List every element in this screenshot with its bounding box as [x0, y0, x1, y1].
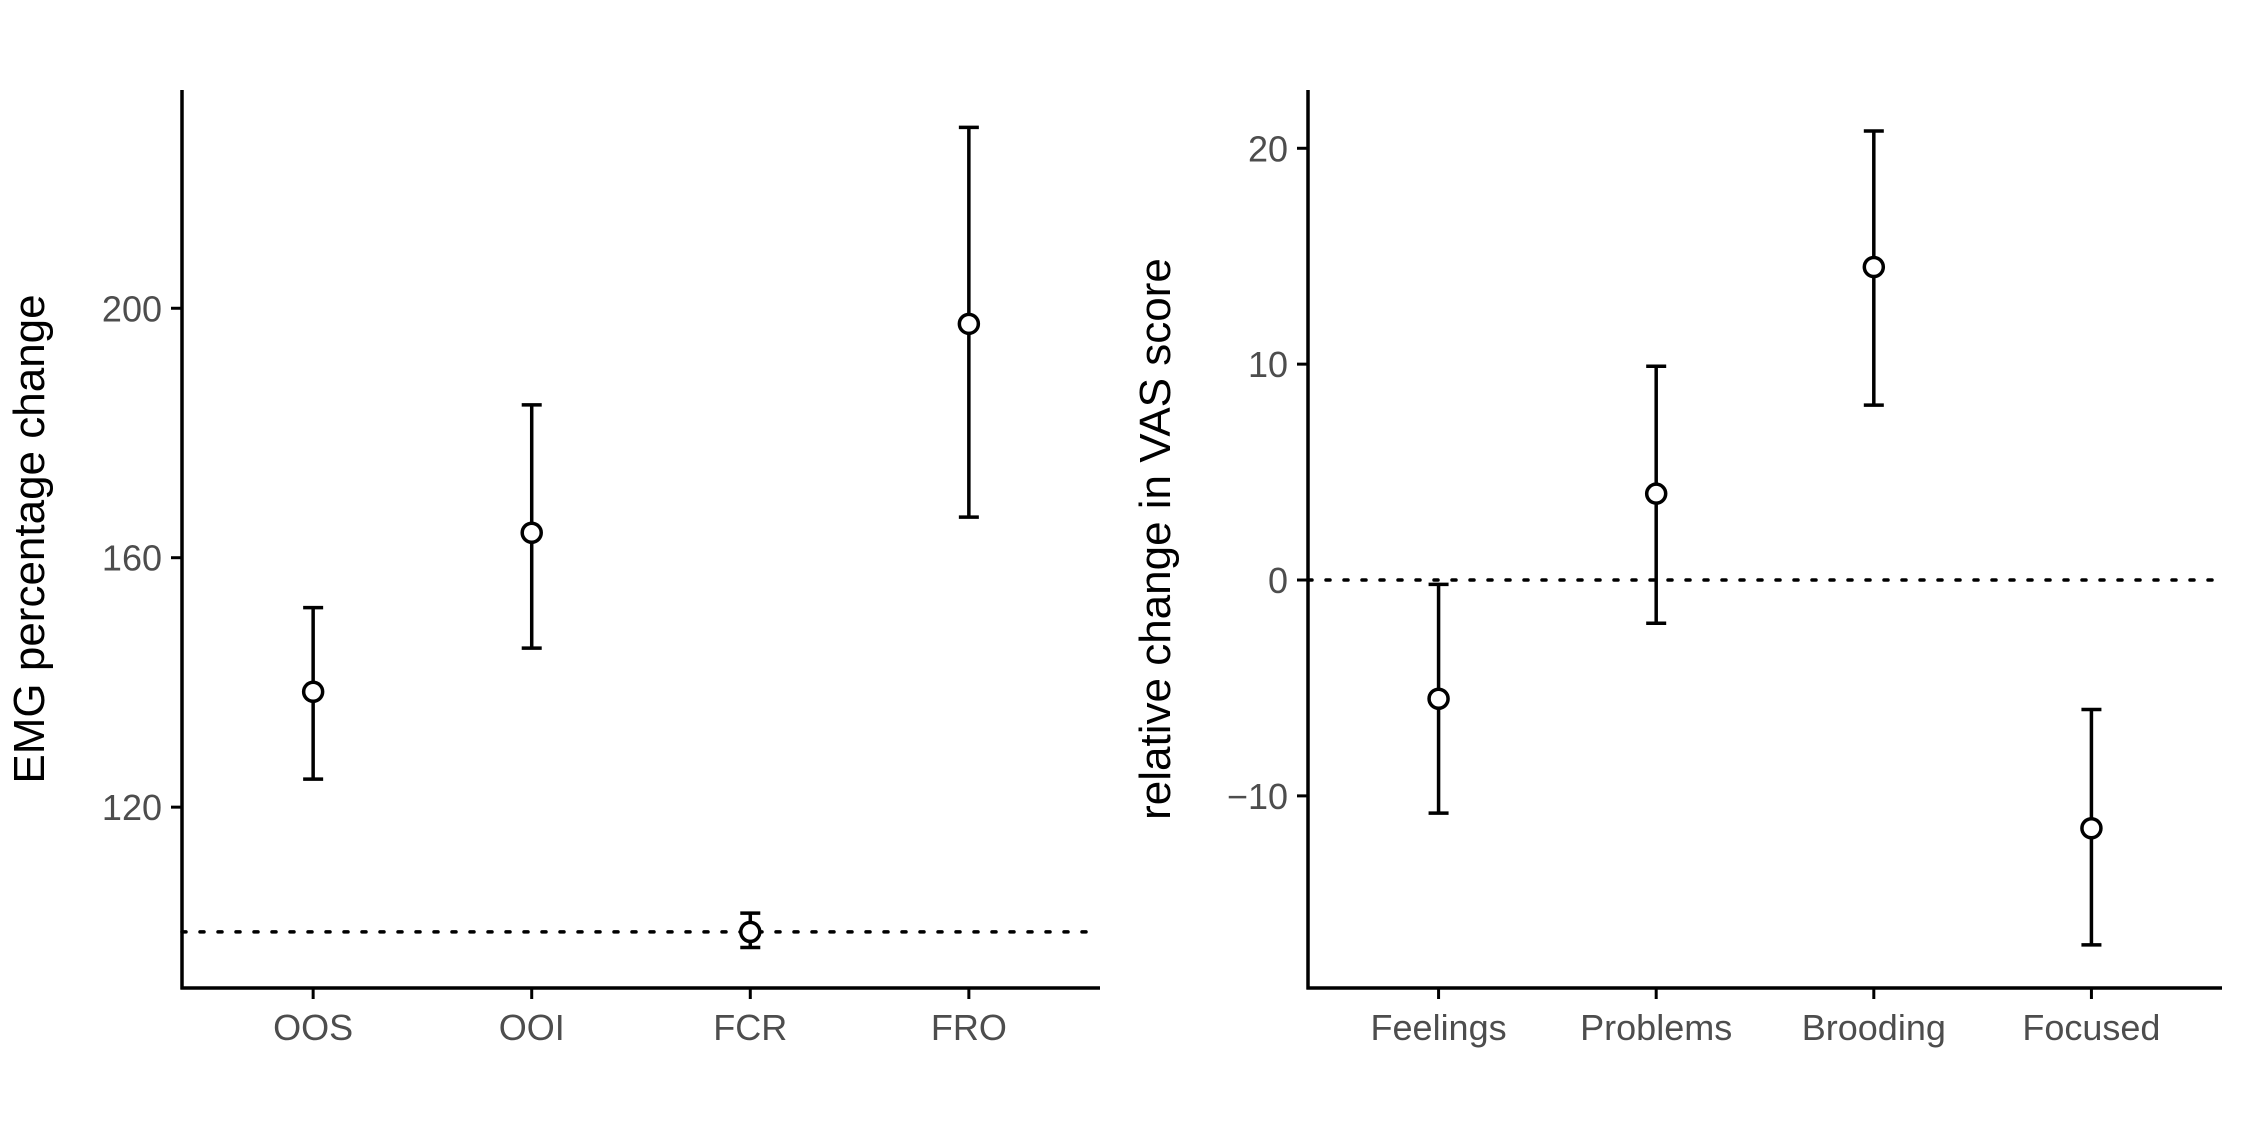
data-point — [301, 680, 325, 704]
y-tick-label: 160 — [102, 538, 162, 579]
x-tick-label: Problems — [1580, 1007, 1732, 1048]
data-point — [520, 521, 543, 545]
y-tick-label: 200 — [102, 288, 162, 329]
data-point — [2080, 817, 2103, 840]
y-tick-label: 10 — [1248, 344, 1288, 385]
data-point — [957, 312, 981, 336]
y-tick-label: −10 — [1227, 776, 1288, 817]
x-tick-label: Brooding — [1802, 1007, 1946, 1048]
y-tick-label: 120 — [102, 787, 162, 828]
x-tick-label: OOI — [499, 1007, 565, 1048]
x-tick-label: OOS — [273, 1007, 353, 1048]
data-point — [1862, 255, 1886, 279]
y-tick-label: 20 — [1248, 128, 1288, 169]
x-tick-label: FCR — [713, 1007, 787, 1048]
x-tick-label: FRO — [931, 1007, 1007, 1048]
x-tick-label: Focused — [2022, 1007, 2160, 1048]
vas-panel: −10 0 10 20 Feelings Problems Brooding Focused r… — [1131, 90, 2224, 1048]
data-point — [1644, 482, 1668, 505]
y-axis-title: EMG percentage change — [5, 294, 54, 783]
data-point — [1427, 687, 1450, 710]
x-tick-label: Feelings — [1371, 1007, 1507, 1048]
y-axis-title: relative change in VAS score — [1131, 258, 1180, 820]
emg-panel: 120 160 200 OOS OOI FCR FRO EMG percentage chan… — [5, 90, 1102, 1048]
data-point — [739, 920, 762, 944]
y-tick-label: 0 — [1268, 560, 1288, 601]
